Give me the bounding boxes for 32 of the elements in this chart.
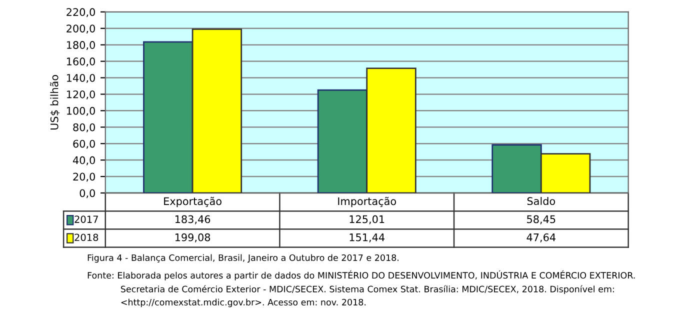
x-tick-label: Importação <box>338 196 396 208</box>
x-tick-label: Saldo <box>527 196 556 206</box>
data-label: 199,08 <box>175 233 210 242</box>
y-tick-label: 100,0 <box>67 106 95 116</box>
data-label: 183,46 <box>175 215 210 224</box>
y-tick-label: 160,0 <box>67 58 95 66</box>
bar <box>192 28 242 193</box>
data-label: 151,44 <box>350 234 384 242</box>
source-note: Fonte: Elaborada pelos autores a partir de dados do MINISTÉRIO DO DESENVOLVIMENTO, INDÚSTRIA E COMÉRCIO EXTERIOR. Secretaria de Comércio Exterior - MDIC/SECEX. Sistema Comex Stat. Brasília: MDIC/SECEX, 2018. Disponível em: <http://comexstat.mdic.gov.br>. Acesso em: nov. 2018. <box>88 270 635 308</box>
bar <box>143 41 194 193</box>
y-tick-label: 220,0 <box>66 8 95 18</box>
y-tick-label: 140,0 <box>67 74 95 83</box>
bar <box>492 144 542 193</box>
y-tick-label: 40,0 <box>72 156 95 166</box>
y-tick-label: 80,0 <box>73 123 95 132</box>
bar <box>317 89 368 193</box>
data-label: 47,64 <box>526 233 556 242</box>
legend-label: 2017 <box>74 216 98 223</box>
data-label: 58,45 <box>527 215 556 224</box>
bar <box>366 68 416 193</box>
y-tick-label: 120,0 <box>67 90 95 100</box>
y-tick-label: 180,0 <box>67 41 95 50</box>
y-tick-label: 20,0 <box>73 172 95 182</box>
y-tick-label: 0,0 <box>80 189 95 198</box>
bar <box>540 153 591 193</box>
y-tick-label: 200,0 <box>66 24 95 34</box>
text: Figura 4 - Balança Comercial, Brasil, Janeiro a Outubro de 2017 e 2018. <box>88 254 398 263</box>
legend-label: 2018 <box>74 234 98 242</box>
y-axis-title: US$ bilhão <box>50 75 60 130</box>
x-tick-label: Exportação <box>164 196 222 208</box>
y-tick-label: 60,0 <box>73 140 95 149</box>
data-label: 125,01 <box>350 215 384 224</box>
